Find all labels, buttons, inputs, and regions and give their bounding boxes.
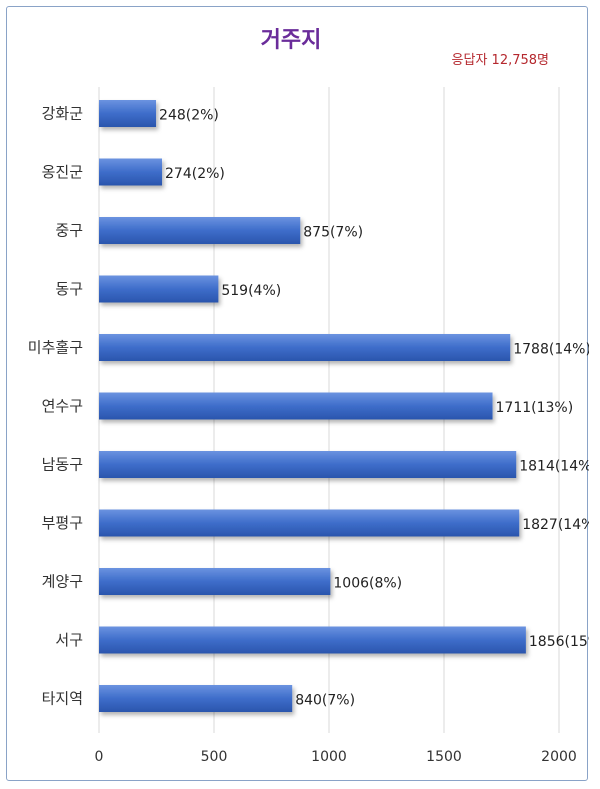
bars-layer bbox=[99, 100, 526, 712]
data-label: 1006(8%) bbox=[333, 576, 402, 592]
category-label: 남동구 bbox=[42, 456, 83, 474]
data-label: 274(2%) bbox=[165, 166, 225, 182]
category-label: 중구 bbox=[55, 222, 83, 240]
bar-3 bbox=[99, 275, 219, 303]
x-tick-label: 1500 bbox=[426, 749, 462, 765]
labels-layer: 0 500 1000 1500 2000 강화군 248(2%) 옹진군 274(2%) 중구 87… bbox=[28, 105, 589, 766]
x-tick-label: 0 bbox=[95, 749, 104, 765]
bar-9 bbox=[99, 626, 526, 654]
data-label: 875(7%) bbox=[303, 225, 363, 241]
bar-4 bbox=[99, 334, 511, 361]
data-label: 1856(15%) bbox=[529, 634, 589, 650]
bar-1 bbox=[99, 158, 163, 186]
bar-7 bbox=[99, 509, 520, 537]
respondent-note: 응답자 12,758명 bbox=[452, 53, 549, 68]
chart-frame: 0 500 1000 1500 2000 강화군 248(2%) 옹진군 274(2%) 중구 87… bbox=[6, 6, 589, 781]
data-label: 840(7%) bbox=[295, 693, 355, 709]
chart-svg: 0 500 1000 1500 2000 강화군 248(2%) 옹진군 274(2%) 중구 87… bbox=[28, 28, 589, 766]
data-label: 519(4%) bbox=[221, 283, 281, 299]
data-label: 248(2%) bbox=[159, 108, 219, 124]
bar-6 bbox=[99, 451, 517, 478]
chart-title: 거주지 bbox=[261, 28, 322, 53]
category-label: 부평구 bbox=[42, 514, 83, 532]
data-label: 1788(14%) bbox=[513, 342, 589, 358]
category-label: 타지역 bbox=[42, 690, 83, 708]
x-tick-label: 500 bbox=[201, 749, 228, 765]
x-tick-label: 1000 bbox=[311, 749, 347, 765]
category-label: 연수구 bbox=[42, 397, 83, 415]
category-label: 계양구 bbox=[42, 573, 83, 591]
bar-8 bbox=[99, 568, 331, 595]
category-label: 서구 bbox=[55, 631, 83, 649]
category-label: 옹진군 bbox=[42, 163, 84, 181]
bar-0 bbox=[99, 100, 157, 127]
bar-10 bbox=[99, 685, 293, 712]
category-label: 미추홀구 bbox=[28, 339, 83, 357]
bar-5 bbox=[99, 392, 493, 420]
category-label: 강화군 bbox=[42, 105, 84, 123]
data-label: 1814(14%) bbox=[519, 459, 589, 475]
category-label: 동구 bbox=[55, 280, 83, 298]
bar-2 bbox=[99, 217, 301, 244]
x-tick-label: 2000 bbox=[541, 749, 577, 765]
data-label: 1711(13%) bbox=[496, 400, 574, 416]
data-label: 1827(14%) bbox=[522, 517, 589, 533]
